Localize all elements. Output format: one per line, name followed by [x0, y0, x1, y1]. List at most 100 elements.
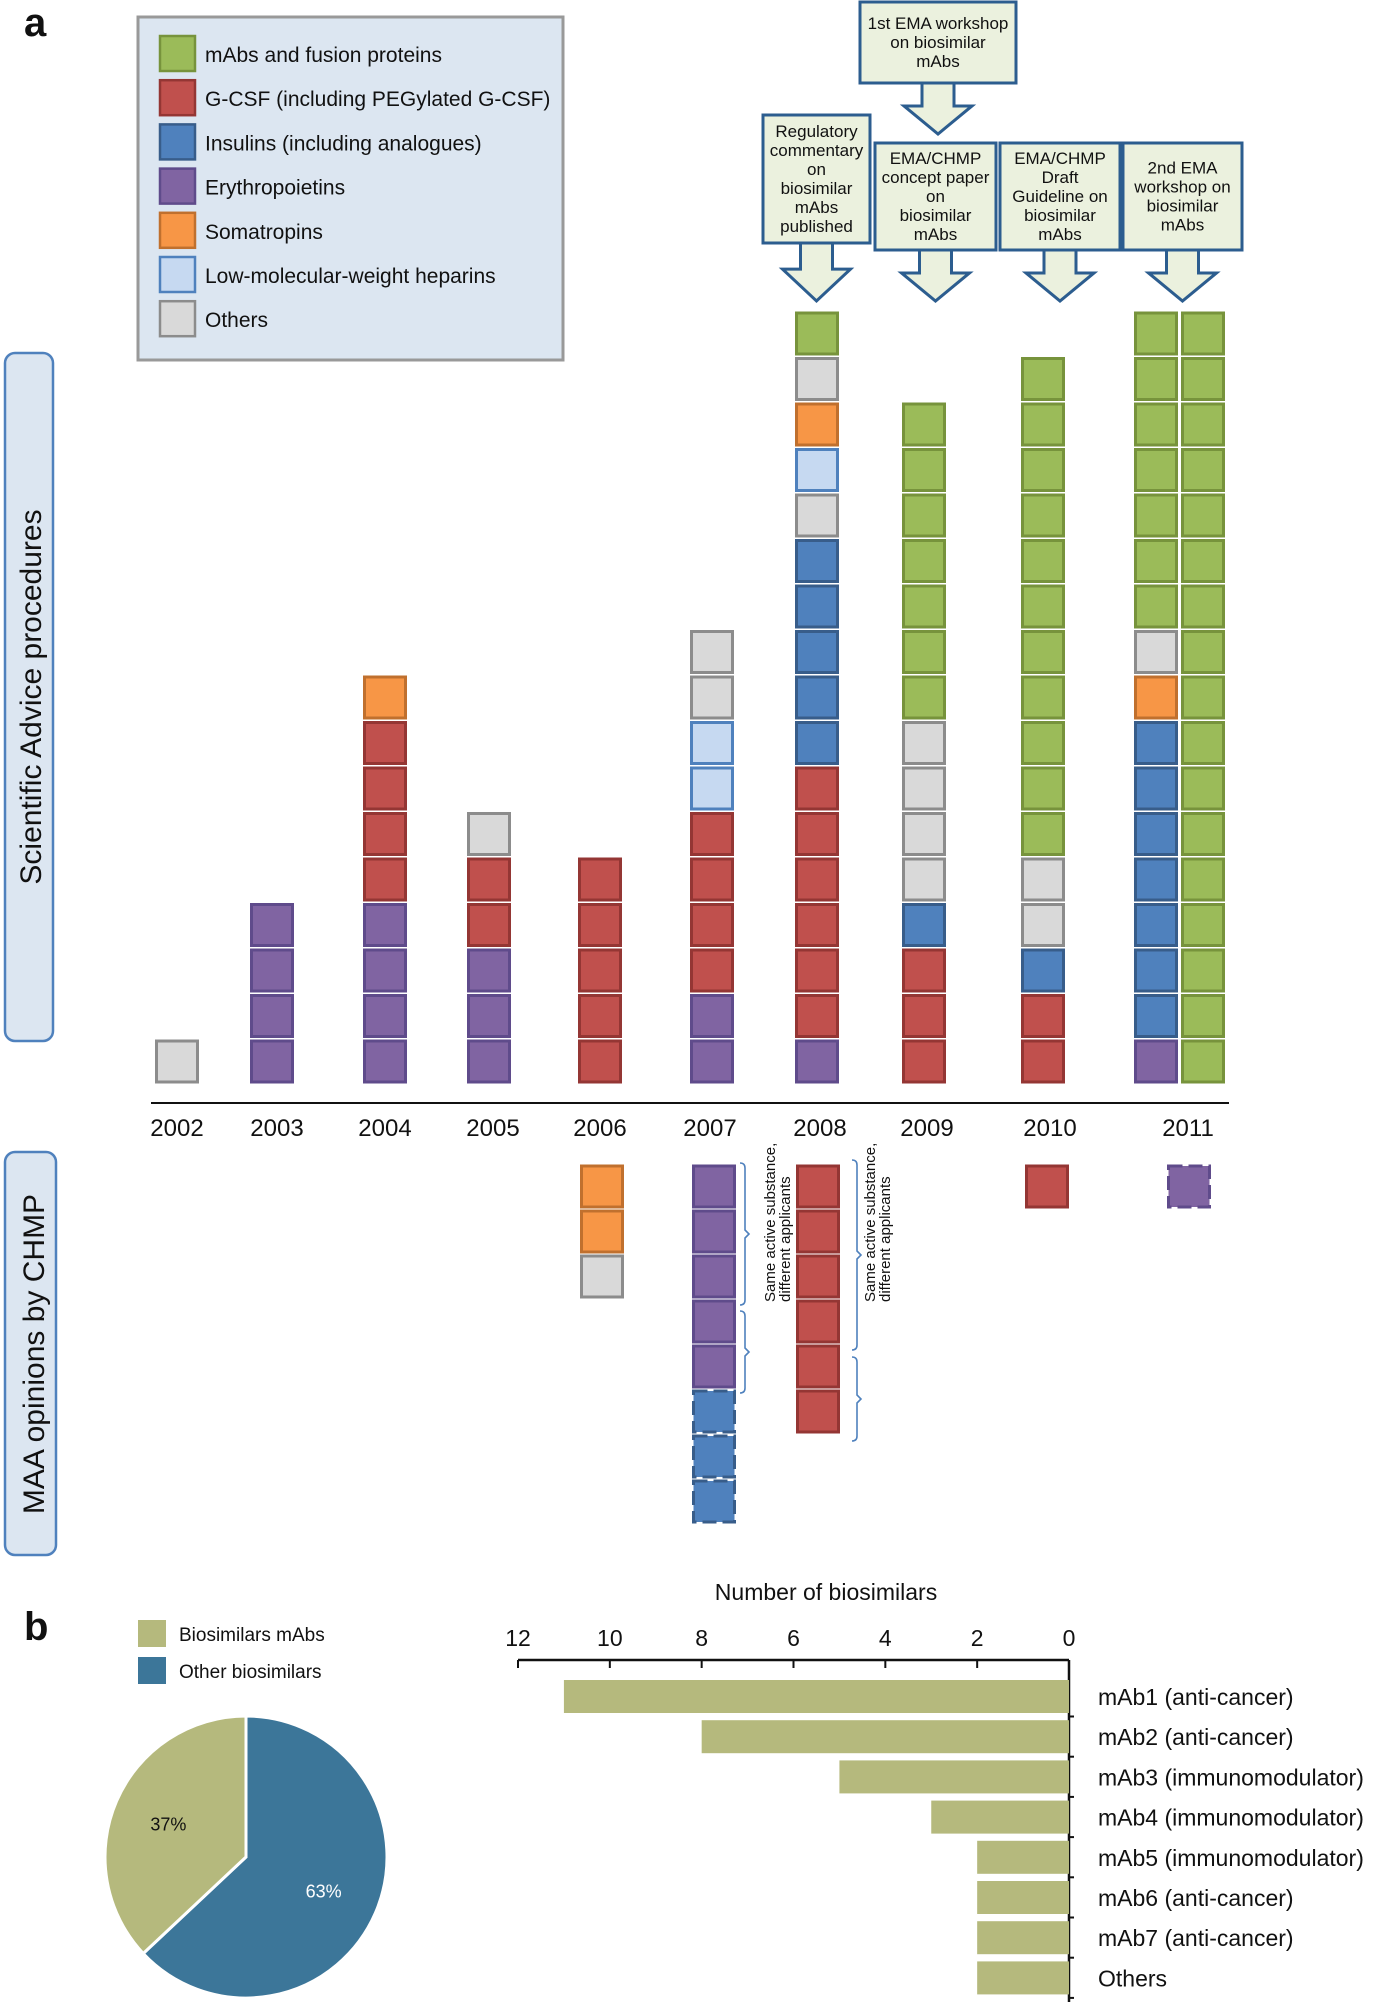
sa-square-erythropoietin [250, 1039, 294, 1084]
bar [977, 1840, 1069, 1874]
maa-square-erythropoietin [692, 1254, 736, 1299]
sa-square-mabs [902, 402, 946, 447]
sa-square-insulin [1021, 948, 1065, 993]
sa-square-others [902, 766, 946, 811]
bar-category-label: mAb7 (anti-cancer) [1098, 1925, 1294, 1951]
sa-square-insulin [795, 721, 839, 765]
bracket [851, 1159, 863, 1351]
sa-square-mabs [1181, 766, 1225, 811]
y-label-scientific-advice: Scientific Advice procedures [3, 351, 55, 1043]
legend-label: G-CSF (including PEGylated G-CSF) [205, 88, 550, 111]
maa-square-somatropin [580, 1209, 624, 1254]
callout-text: on biosimilar [890, 33, 986, 52]
sa-square-mabs [1021, 493, 1065, 538]
maa-square-gcsf [796, 1299, 840, 1344]
legend-swatch-others [158, 299, 197, 338]
sa-square-others [690, 675, 734, 720]
callout-box [873, 141, 998, 252]
sa-square-others [467, 812, 511, 856]
maa-square-gcsf [796, 1389, 840, 1434]
sa-square-lmwh [795, 448, 839, 492]
panel-label-a: a [24, 1, 47, 45]
sa-square-erythropoietin [250, 994, 294, 1038]
sa-square-erythropoietin [250, 903, 294, 947]
sa-square-insulin [1134, 903, 1178, 947]
sa-square-gcsf [902, 1039, 946, 1084]
callout-text: mAbs [1161, 216, 1204, 235]
x-tick-label: 12 [505, 1625, 531, 1651]
callout-arrow-icon [897, 250, 974, 303]
maa-square-erythropoietin [692, 1164, 736, 1209]
sa-square-mabs [1021, 766, 1065, 811]
sa-square-gcsf [795, 812, 839, 856]
sa-square-mabs [1181, 630, 1225, 674]
sa-square-gcsf [578, 948, 622, 993]
callout-text: mAbs [916, 52, 959, 71]
legend-label: Erythropoietins [205, 177, 345, 200]
svg-text:Scientific Advice procedures: Scientific Advice procedures [15, 509, 48, 884]
sa-square-erythropoietin [250, 948, 294, 993]
pie-legend-label: Other biosimilars [179, 1662, 322, 1683]
sa-square-others [690, 630, 734, 674]
callout-arrow-icon [1021, 250, 1099, 303]
sa-square-insulin [1134, 994, 1178, 1038]
sa-square-mabs [1181, 311, 1225, 356]
year-label: 2004 [358, 1115, 411, 1142]
sa-square-gcsf [795, 903, 839, 947]
callout-text: 2nd EMA [1148, 159, 1219, 178]
year-label: 2009 [900, 1115, 953, 1142]
legend: mAbs and fusion proteins G-CSF (including… [136, 15, 565, 362]
year-label: 2003 [250, 1115, 303, 1142]
sa-square-insulin [1134, 948, 1178, 993]
callout-text: published [780, 217, 853, 236]
callout-text: commentary [770, 141, 864, 160]
year-label: 2011 [1162, 1115, 1214, 1142]
sa-square-lmwh [690, 766, 734, 811]
pie-slice [141, 1714, 389, 2000]
sa-square-gcsf [363, 721, 407, 765]
legend-swatch-lmwh [158, 255, 197, 294]
sa-square-mabs [1021, 448, 1065, 492]
maa-square-gcsf [796, 1164, 840, 1209]
y-label-maa-opinions: MAA opinions by CHMP [3, 1150, 58, 1557]
bracket [851, 1356, 863, 1442]
sa-square-mabs [902, 675, 946, 720]
maa-square-insulin [692, 1389, 736, 1434]
sa-square-mabs [1134, 311, 1178, 356]
callout-text: on [807, 160, 826, 179]
maa-square-erythropoietin [1167, 1164, 1211, 1209]
sa-square-gcsf [578, 994, 622, 1038]
callout-arrow-icon [899, 83, 977, 136]
sa-square-others [795, 357, 839, 401]
x-tick-label: 0 [1063, 1625, 1076, 1651]
sa-square-insulin [1134, 857, 1178, 902]
sa-square-erythropoietin [363, 948, 407, 993]
sa-square-mabs [1134, 448, 1178, 492]
maa-square-others [580, 1254, 624, 1299]
callout-arrow-icon [1144, 250, 1221, 303]
callout-text: biosimilar [1024, 206, 1096, 225]
sa-square-somatropin [795, 402, 839, 447]
bar-category-label: mAb6 (anti-cancer) [1098, 1885, 1294, 1911]
bracket [739, 1310, 751, 1394]
sa-square-others [1021, 903, 1065, 947]
panel-label-b: b [24, 1605, 48, 1649]
sa-square-mabs [1181, 948, 1225, 993]
sa-square-gcsf [363, 766, 407, 811]
bar-category-label: mAb2 (anti-cancer) [1098, 1724, 1294, 1750]
legend-label: Others [205, 309, 268, 332]
sa-square-mabs [1134, 357, 1178, 401]
maa-square-somatropin [580, 1164, 624, 1209]
sa-square-gcsf [467, 903, 511, 947]
legend-swatch-somatropin [158, 211, 197, 250]
sa-square-mabs [1181, 721, 1225, 765]
pie-slice [103, 1714, 248, 1956]
sa-square-mabs [1134, 539, 1178, 583]
year-label: 2010 [1023, 1115, 1076, 1142]
pie-legend-swatch [138, 1620, 166, 1647]
legend-label: Low-molecular-weight heparins [205, 265, 496, 288]
callout-box [1121, 141, 1244, 252]
maa-square-gcsf [796, 1209, 840, 1254]
callout-text: mAbs [795, 198, 838, 217]
legend-swatch-insulin [158, 123, 197, 161]
